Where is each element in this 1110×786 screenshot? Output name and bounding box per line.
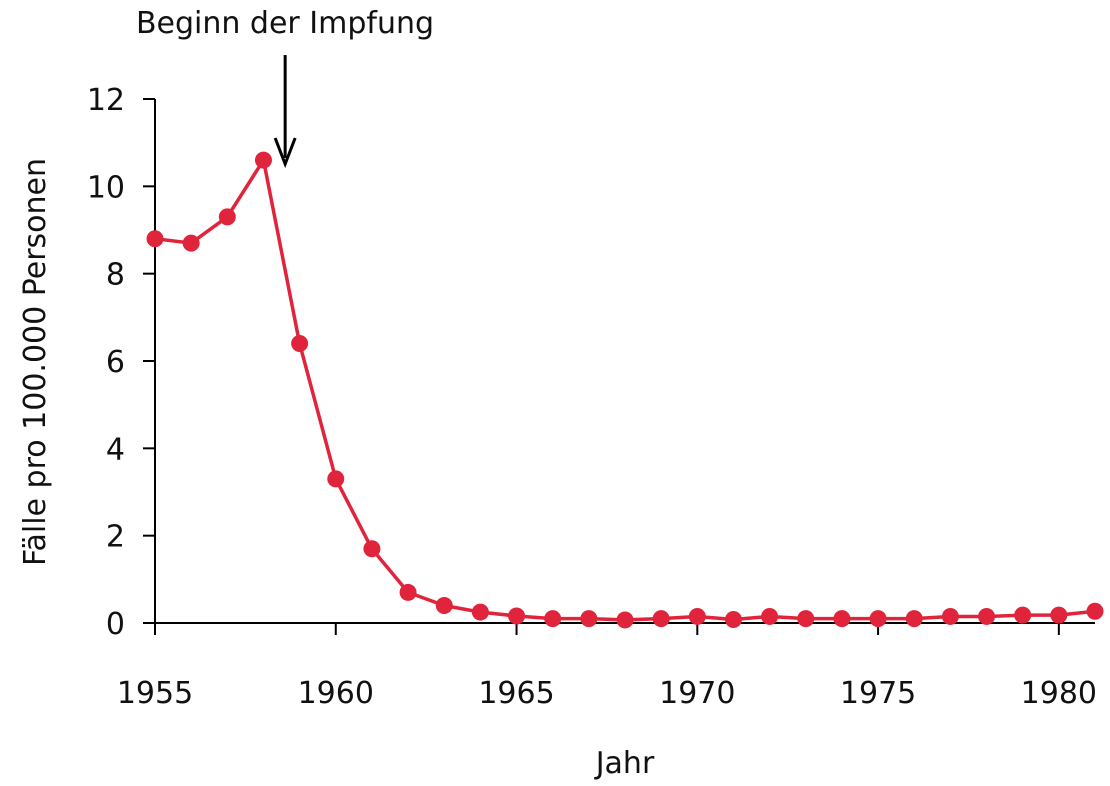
data-point bbox=[435, 597, 453, 615]
data-point bbox=[544, 610, 562, 628]
data-point bbox=[471, 603, 489, 621]
x-tick-label: 1965 bbox=[478, 676, 554, 711]
y-tick-label: 8 bbox=[106, 258, 125, 293]
data-point bbox=[254, 151, 272, 169]
annotation-arrow-head bbox=[273, 137, 297, 169]
data-point bbox=[363, 540, 381, 558]
data-point bbox=[327, 470, 345, 488]
data-point bbox=[616, 611, 634, 629]
data-point bbox=[797, 610, 815, 628]
x-tick-label: 1955 bbox=[117, 676, 193, 711]
data-point bbox=[941, 607, 959, 625]
data-point bbox=[869, 610, 887, 628]
y-tick-label: 12 bbox=[87, 83, 125, 118]
x-tick-label: 1970 bbox=[659, 676, 735, 711]
y-tick-label: 2 bbox=[106, 520, 125, 555]
data-point bbox=[688, 607, 706, 625]
data-point bbox=[218, 208, 236, 226]
series-line bbox=[154, 158, 1096, 622]
data-point bbox=[508, 607, 526, 625]
data-point bbox=[652, 610, 670, 628]
y-tick-label: 4 bbox=[106, 432, 125, 467]
annotation-layer: Beginn der Impfung bbox=[136, 6, 434, 169]
data-point bbox=[724, 611, 742, 629]
y-tick-label: 6 bbox=[106, 345, 125, 380]
data-point bbox=[146, 230, 164, 248]
y-tick-label: 10 bbox=[87, 170, 125, 205]
y-tick-label: 0 bbox=[106, 607, 125, 642]
x-tick-label: 1960 bbox=[298, 676, 374, 711]
data-point bbox=[399, 583, 417, 601]
data-point bbox=[182, 234, 200, 252]
data-point bbox=[1014, 606, 1032, 624]
x-axis: 1955 1960 1965 1970 1975 1980 bbox=[117, 622, 1097, 711]
data-point bbox=[291, 335, 309, 353]
y-axis: 0 2 4 6 8 10 12 bbox=[87, 83, 156, 642]
data-point bbox=[833, 610, 851, 628]
y-axis-title: Fälle pro 100.000 Personen bbox=[18, 158, 53, 566]
x-tick-label: 1980 bbox=[1021, 676, 1097, 711]
x-axis-title: Jahr bbox=[594, 746, 655, 781]
series-layer bbox=[146, 151, 1104, 629]
data-point bbox=[1086, 602, 1104, 620]
data-point bbox=[905, 610, 923, 628]
data-point bbox=[1050, 606, 1068, 624]
annotation-label: Beginn der Impfung bbox=[136, 6, 434, 41]
x-tick-label: 1975 bbox=[840, 676, 916, 711]
data-point bbox=[978, 607, 996, 625]
data-point bbox=[580, 610, 598, 628]
data-point bbox=[761, 607, 779, 625]
